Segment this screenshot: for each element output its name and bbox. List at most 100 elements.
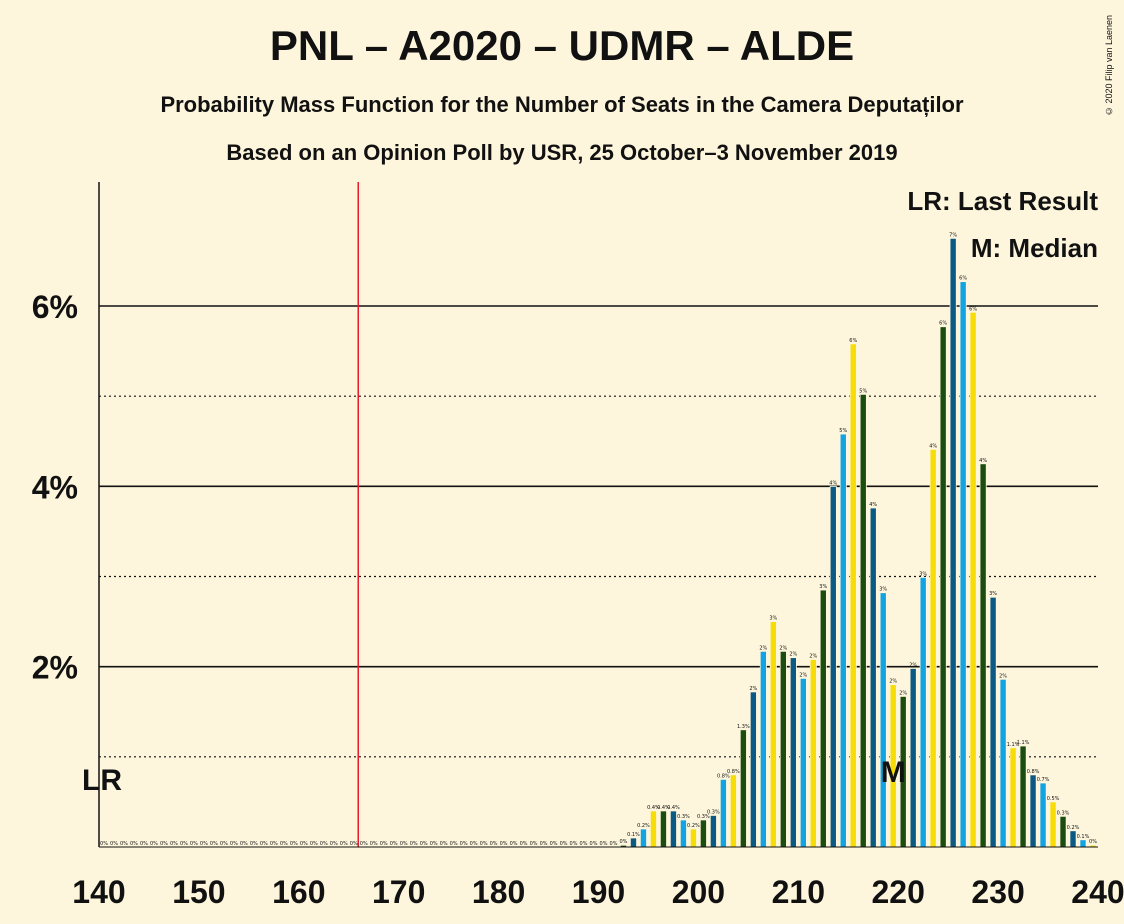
x-tick-label: 230 — [971, 874, 1024, 910]
x-tick-label: 240 — [1071, 874, 1124, 910]
bar — [639, 828, 647, 848]
bar-value-label: 4% — [929, 443, 937, 449]
bar-value-label: 6% — [849, 338, 857, 344]
bar — [1039, 782, 1047, 848]
y-tick-label: 2% — [32, 650, 78, 686]
y-axis-ticks: 2% 4% 6% — [32, 289, 78, 686]
bar-value-label: 0.4% — [657, 805, 670, 811]
bar — [789, 657, 797, 848]
x-tick-label: 140 — [72, 874, 125, 910]
bar-value-label: 0% — [200, 841, 208, 847]
bar-value-label: 0% — [110, 841, 118, 847]
bar — [1069, 830, 1077, 848]
bar-value-label: 2% — [749, 686, 757, 692]
bar-value-label: 0% — [390, 841, 398, 847]
bar-value-label: 4% — [829, 480, 837, 486]
bar-value-label: 0% — [560, 841, 568, 847]
bar-series — [619, 237, 1097, 848]
bar — [739, 729, 747, 848]
bar-value-label: 0% — [490, 841, 498, 847]
x-tick-label: 190 — [572, 874, 625, 910]
bar — [959, 281, 967, 848]
bar-value-label: 0% — [530, 841, 538, 847]
bar — [999, 678, 1007, 848]
bar-value-label: 0% — [400, 841, 408, 847]
bar-value-label: 1.1% — [1007, 742, 1020, 748]
bar — [949, 237, 957, 848]
bar-value-label: 0% — [590, 841, 598, 847]
bar-value-label: 0% — [150, 841, 158, 847]
bar-value-label: 0% — [340, 841, 348, 847]
bar — [979, 463, 987, 848]
bar — [919, 577, 927, 848]
bar-value-label: 0% — [230, 841, 238, 847]
x-tick-label: 180 — [472, 874, 525, 910]
bar-value-label: 0.3% — [1057, 810, 1070, 816]
bar-value-label: 0.2% — [687, 823, 700, 829]
bar — [879, 592, 887, 848]
bar — [839, 433, 847, 848]
bar — [929, 448, 937, 848]
bar-value-label: 0% — [360, 841, 368, 847]
x-tick-label: 220 — [872, 874, 925, 910]
bar-value-label: 0% — [500, 841, 508, 847]
y-tick-label: 6% — [32, 289, 78, 325]
bar-value-label: 6% — [969, 306, 977, 312]
bar — [649, 810, 657, 848]
bar-value-label: 5% — [859, 388, 867, 394]
bar-value-label: 3% — [769, 616, 777, 622]
x-tick-label: 200 — [672, 874, 725, 910]
bar-value-label: 0% — [550, 841, 558, 847]
bar — [629, 837, 637, 848]
bar-value-label: 0.3% — [697, 814, 710, 820]
bar — [689, 828, 697, 848]
bar — [869, 507, 877, 848]
bar-value-label: 0% — [370, 841, 378, 847]
bar-value-label: 0% — [1089, 839, 1097, 845]
bar-value-label: 0% — [120, 841, 128, 847]
bar — [829, 485, 837, 848]
bar-value-label: 0.4% — [647, 805, 660, 811]
bar-value-label: 3% — [879, 587, 887, 593]
x-tick-label: 210 — [772, 874, 825, 910]
bar-value-label: 3% — [989, 591, 997, 597]
bar-value-label: 0% — [450, 841, 458, 847]
bar-value-label: 0% — [260, 841, 268, 847]
bar — [669, 810, 677, 848]
bar-value-label: 0% — [600, 841, 608, 847]
bar-value-label: 0% — [140, 841, 148, 847]
bar-value-label: 0% — [380, 841, 388, 847]
bar — [799, 677, 807, 848]
bar-value-label: 2% — [909, 662, 917, 668]
bar — [1049, 801, 1057, 848]
bar-value-label: 0.7% — [1037, 777, 1050, 783]
x-tick-label: 160 — [272, 874, 325, 910]
bar — [759, 650, 767, 848]
bar — [849, 343, 857, 848]
bar-value-label: 2% — [759, 645, 767, 651]
x-axis-ticks: 140 150 160 170 180 190 200 210 220 230 240 — [72, 874, 1124, 910]
bar-value-label: 4% — [869, 502, 877, 508]
bar-value-label: 6% — [959, 276, 967, 282]
bar-value-label: 0% — [460, 841, 468, 847]
x-tick-label: 170 — [372, 874, 425, 910]
bar-value-label: 0% — [480, 841, 488, 847]
bar-value-label: 2% — [789, 652, 797, 658]
bar-value-label: 3% — [919, 571, 927, 577]
bar-value-label: 0.2% — [637, 823, 650, 829]
bar-value-label: 5% — [839, 428, 847, 434]
bar-value-label: 0% — [180, 841, 188, 847]
bar-value-label: 0% — [620, 839, 628, 845]
bar-value-label: 0% — [420, 841, 428, 847]
bar-value-label: 2% — [809, 653, 817, 659]
bar-value-label: 0% — [610, 841, 618, 847]
bar — [969, 311, 977, 848]
bar-value-label: 0% — [330, 841, 338, 847]
bar-value-label: 0% — [440, 841, 448, 847]
bar-value-label: 0% — [190, 841, 198, 847]
bar — [1019, 745, 1027, 848]
bar-value-label: 0% — [430, 841, 438, 847]
legend-last-result: LR: Last Result — [907, 186, 1098, 216]
bar — [859, 393, 867, 848]
bar-value-label: 3% — [819, 584, 827, 590]
